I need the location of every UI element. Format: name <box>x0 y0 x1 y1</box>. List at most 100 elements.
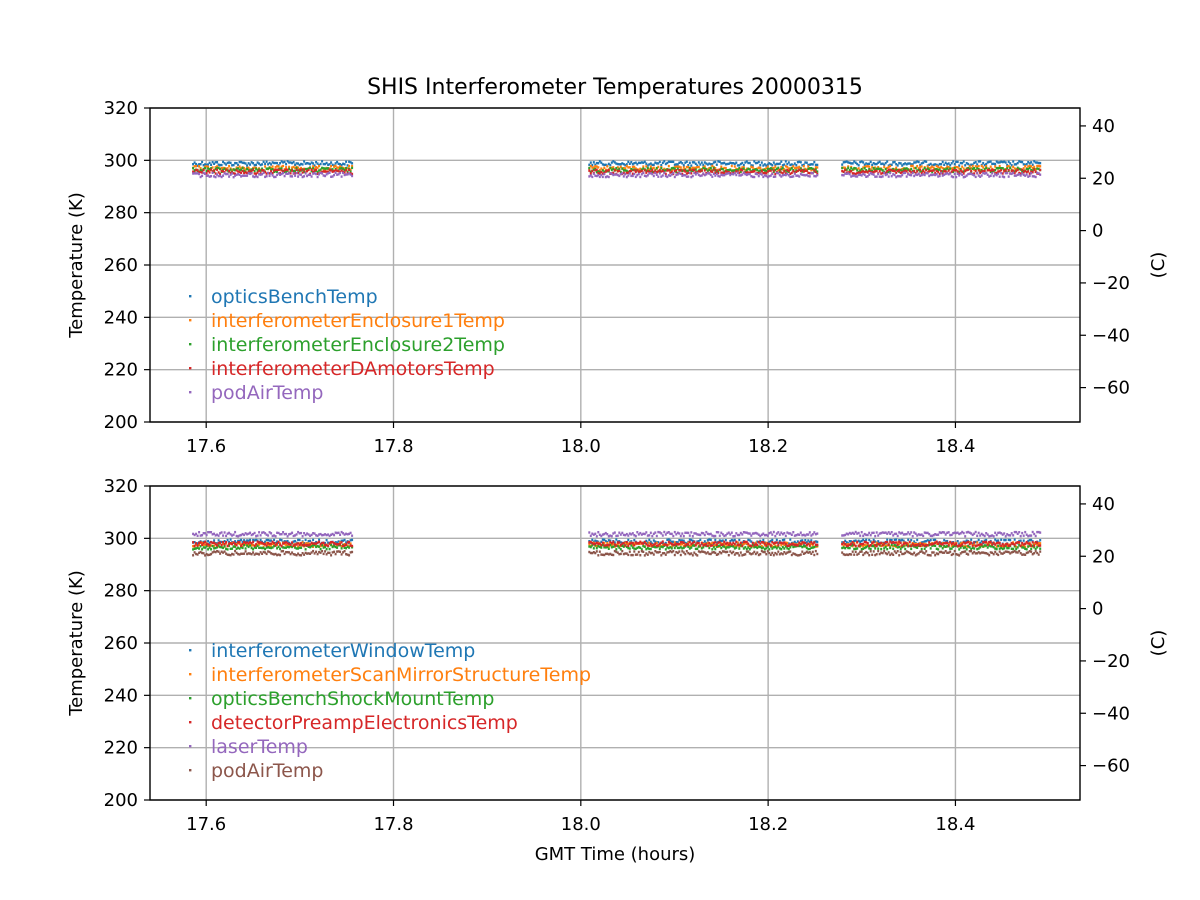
data-point <box>337 540 340 543</box>
data-point <box>875 167 878 170</box>
data-point <box>690 542 693 546</box>
data-point <box>246 539 249 542</box>
data-point <box>597 545 600 548</box>
data-point <box>777 172 780 175</box>
data-point <box>757 540 760 544</box>
data-point <box>742 166 745 169</box>
data-point <box>883 542 886 545</box>
data-point <box>726 550 729 554</box>
data-point <box>646 544 649 547</box>
data-point <box>816 552 819 556</box>
data-point <box>943 170 946 173</box>
data-point <box>207 553 210 557</box>
data-point <box>786 551 789 554</box>
data-point <box>1012 169 1015 172</box>
data-point <box>250 546 253 550</box>
data-point <box>625 552 628 555</box>
data-point <box>595 541 598 544</box>
data-point <box>259 169 262 172</box>
data-point <box>944 540 947 543</box>
data-point <box>799 172 802 176</box>
data-point <box>636 531 639 534</box>
data-point <box>691 541 694 545</box>
data-point <box>988 541 991 544</box>
data-point <box>712 545 715 549</box>
data-point <box>1036 543 1039 546</box>
data-point <box>866 171 869 174</box>
data-point <box>286 542 289 545</box>
data-point <box>238 173 241 176</box>
data-point <box>878 160 881 163</box>
data-point <box>726 546 729 549</box>
data-point <box>229 171 232 174</box>
data-point <box>600 173 603 177</box>
data-point <box>637 533 640 536</box>
data-point <box>238 170 241 174</box>
data-point <box>748 552 751 555</box>
data-point <box>745 169 748 172</box>
data-point <box>192 541 195 544</box>
data-point <box>801 164 804 167</box>
data-point <box>205 545 208 548</box>
data-point <box>968 531 971 534</box>
data-point <box>679 546 682 549</box>
data-point <box>666 169 669 172</box>
data-point <box>349 544 352 547</box>
data-point <box>717 541 720 544</box>
data-point <box>765 174 768 178</box>
data-point <box>696 554 699 557</box>
data-point <box>902 552 905 556</box>
data-point <box>937 175 940 178</box>
data-point <box>998 170 1001 173</box>
data-point <box>751 541 754 545</box>
data-point <box>609 552 612 556</box>
data-point <box>805 543 808 547</box>
data-point <box>774 165 777 168</box>
data-point <box>618 541 621 544</box>
data-point <box>1028 538 1031 542</box>
data-point <box>997 531 1000 535</box>
data-point <box>895 166 898 169</box>
data-point <box>814 533 817 536</box>
data-point <box>720 539 723 543</box>
data-point <box>592 166 595 169</box>
data-point <box>899 550 902 553</box>
data-point <box>1013 174 1016 177</box>
data-point <box>1003 160 1006 163</box>
data-point <box>786 547 789 550</box>
data-point <box>676 541 679 544</box>
data-point <box>222 534 225 537</box>
data-point <box>282 164 285 168</box>
data-point <box>1036 541 1039 544</box>
data-point <box>279 533 282 536</box>
data-point <box>872 543 875 546</box>
data-point <box>730 169 733 172</box>
data-point <box>1019 168 1022 171</box>
data-point <box>231 547 234 550</box>
data-point <box>738 533 741 537</box>
data-point <box>673 530 676 534</box>
data-point <box>979 160 982 163</box>
data-point <box>813 531 816 534</box>
data-point <box>905 550 908 553</box>
data-point <box>920 541 923 544</box>
data-point <box>196 172 199 175</box>
data-point <box>908 540 911 544</box>
data-point <box>1000 532 1003 535</box>
data-point <box>193 165 196 168</box>
data-point <box>964 164 967 167</box>
data-point <box>860 170 863 174</box>
data-point <box>784 552 787 555</box>
data-point <box>802 163 805 166</box>
data-point <box>192 163 195 166</box>
data-point <box>676 542 679 546</box>
data-point <box>759 539 762 543</box>
data-point <box>273 161 276 165</box>
data-point <box>958 174 961 177</box>
x-axis-label: GMT Time (hours) <box>535 844 696 865</box>
data-point <box>863 532 866 536</box>
data-point <box>1000 552 1003 555</box>
data-point <box>198 163 201 166</box>
data-point <box>706 541 709 545</box>
data-point <box>880 172 883 175</box>
